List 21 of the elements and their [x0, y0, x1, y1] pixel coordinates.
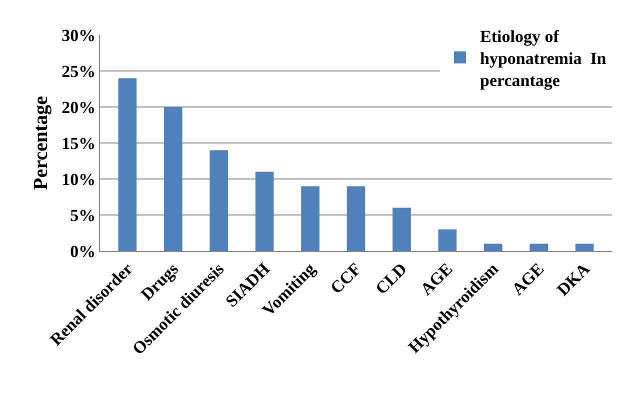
bar: [255, 172, 274, 251]
y-tick-label: 10%: [62, 170, 96, 189]
y-tick-label: 5%: [70, 206, 96, 225]
bar: [301, 186, 320, 251]
y-tick-label: 30%: [62, 26, 96, 45]
bar: [438, 229, 457, 251]
bar: [484, 244, 502, 251]
bar: [530, 244, 548, 251]
x-tick-label: CLD: [372, 259, 411, 298]
bar: [346, 186, 366, 251]
bar: [575, 244, 594, 251]
y-tick-label: 20%: [62, 98, 96, 117]
y-tick-label: 15%: [62, 134, 96, 153]
y-tick-label: 25%: [62, 62, 96, 81]
y-axis-title: Percentage: [30, 96, 52, 190]
bar: [210, 150, 228, 251]
bar: [164, 107, 182, 251]
bar: [392, 208, 411, 251]
legend-label: Etiology of hyponatremia In percantage: [480, 26, 607, 90]
bar: [118, 78, 137, 251]
y-tick-label: 0%: [70, 242, 96, 261]
